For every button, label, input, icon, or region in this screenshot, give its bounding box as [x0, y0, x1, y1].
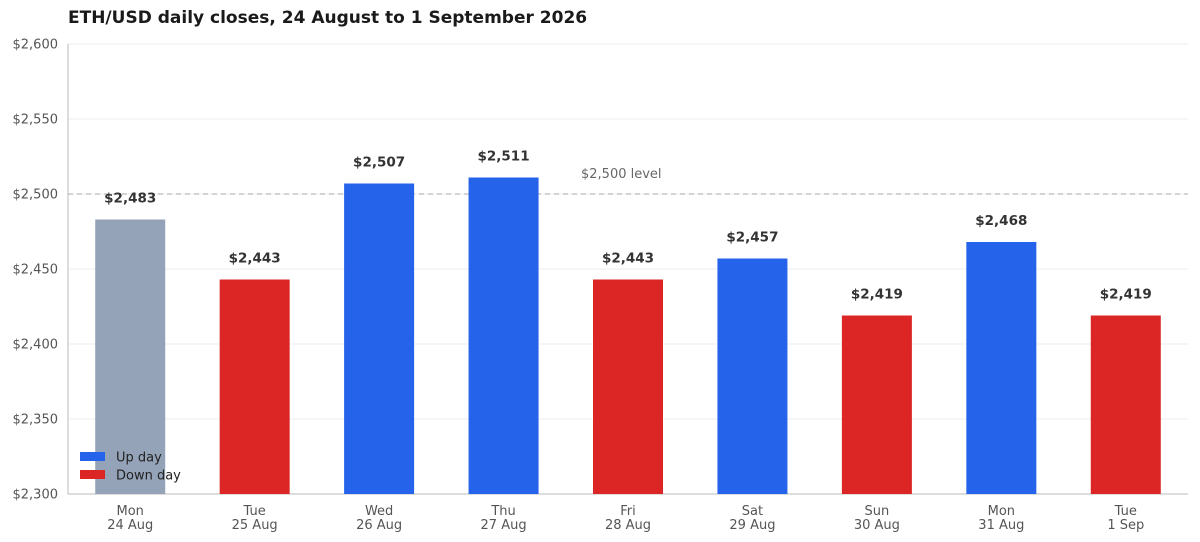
data-label: $2,443 — [602, 251, 654, 267]
x-tick-label: 27 Aug — [481, 518, 527, 533]
data-label: $2,507 — [353, 155, 405, 171]
x-tick-label: 28 Aug — [605, 518, 651, 533]
y-tick-label: $2,600 — [13, 38, 59, 53]
bar — [966, 242, 1037, 494]
reference-line-label: $2,500 level — [581, 167, 662, 182]
x-tick-label: Mon — [988, 504, 1015, 519]
x-tick-label: Tue — [243, 504, 266, 519]
x-tick-label: Sat — [742, 504, 763, 519]
x-tick-label: Sun — [865, 504, 890, 519]
y-tick-label: $2,450 — [13, 263, 59, 278]
x-tick-label: Fri — [620, 504, 636, 519]
x-tick-label: 25 Aug — [232, 518, 278, 533]
data-label: $2,419 — [851, 287, 903, 303]
bar — [219, 279, 290, 494]
y-tick-label: $2,300 — [13, 488, 59, 503]
y-tick-label: $2,400 — [13, 338, 59, 353]
bar — [344, 183, 415, 494]
bar — [468, 177, 539, 494]
chart-title: ETH/USD daily closes, 24 August to 1 Sep… — [68, 8, 588, 28]
data-label: $2,483 — [104, 191, 156, 207]
x-tick-label: 30 Aug — [854, 518, 900, 533]
x-tick-label: 1 Sep — [1107, 518, 1144, 533]
data-label: $2,511 — [478, 149, 530, 165]
x-tick-label: 29 Aug — [729, 518, 775, 533]
bar — [841, 315, 912, 494]
y-tick-label: $2,350 — [13, 413, 59, 428]
x-tick-label: Mon — [117, 504, 144, 519]
legend-swatch — [80, 452, 105, 461]
x-tick-label: 31 Aug — [978, 518, 1024, 533]
bar — [1090, 315, 1161, 494]
legend-label: Up day — [116, 451, 162, 466]
x-tick-label: Tue — [1114, 504, 1137, 519]
y-tick-label: $2,500 — [13, 188, 59, 203]
y-tick-label: $2,550 — [13, 113, 59, 128]
legend-swatch — [80, 470, 105, 479]
x-tick-label: 26 Aug — [356, 518, 402, 533]
data-label: $2,419 — [1100, 287, 1152, 303]
legend-label: Down day — [116, 469, 181, 484]
x-tick-label: 24 Aug — [107, 518, 153, 533]
x-tick-label: Wed — [365, 504, 393, 519]
bar — [593, 279, 663, 494]
data-label: $2,468 — [975, 213, 1027, 229]
x-tick-label: Thu — [490, 504, 515, 519]
data-label: $2,457 — [726, 230, 778, 246]
bar — [95, 219, 166, 494]
bar — [717, 258, 788, 494]
data-label: $2,443 — [229, 251, 281, 267]
